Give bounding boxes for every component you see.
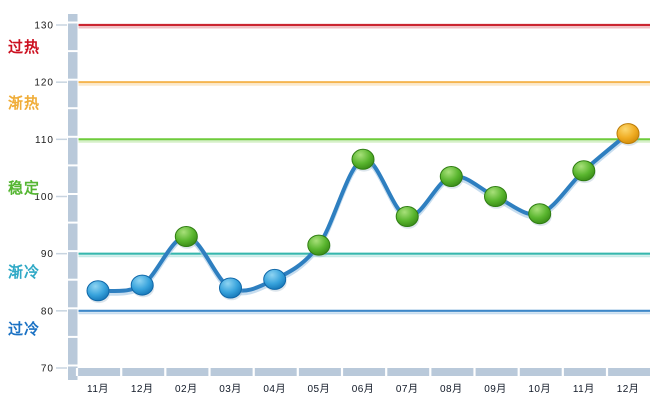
y-axis-tick-label: 70: [41, 364, 54, 375]
y-axis-segment-gap: [68, 21, 78, 24]
data-point[interactable]: [130, 274, 154, 296]
x-axis-segment-gap: [296, 368, 299, 376]
x-axis-segment-gap: [561, 368, 564, 376]
x-axis-segment-gap: [120, 368, 123, 376]
y-axis-segment-gap: [68, 307, 78, 310]
y-axis-tick-label: 130: [34, 21, 54, 32]
zone-label-overcooled: 过冷: [8, 320, 41, 338]
y-axis-tick-label: 80: [41, 306, 54, 317]
x-axis-month-label: 12月: [131, 383, 154, 395]
x-axis-month-label: 08月: [440, 383, 463, 395]
x-axis-month-label: 11月: [573, 383, 595, 395]
x-axis-segment-gap: [385, 368, 388, 376]
data-point[interactable]: [572, 160, 596, 182]
zone-label-stable: 稳定: [8, 180, 41, 198]
y-axis-segment-gap: [68, 250, 78, 253]
data-point[interactable]: [351, 148, 375, 170]
x-axis-month-label: 12月: [617, 383, 640, 395]
zone-label-cooling: 渐冷: [8, 263, 41, 281]
zone-label-overheated: 过热: [8, 39, 41, 56]
y-axis-tick-label: 100: [34, 192, 54, 203]
x-axis-segment-gap: [164, 368, 167, 376]
y-axis-tick-label: 110: [35, 135, 54, 146]
data-point[interactable]: [263, 268, 287, 290]
data-point[interactable]: [219, 277, 242, 299]
data-point[interactable]: [307, 234, 331, 256]
x-axis-segment-gap: [473, 368, 476, 376]
data-point[interactable]: [616, 123, 640, 145]
x-axis-segment-gap: [517, 368, 520, 376]
data-point[interactable]: [484, 186, 507, 207]
x-axis-month-label: 05月: [307, 383, 330, 395]
y-axis-tick-label: 90: [41, 249, 54, 260]
data-point[interactable]: [174, 226, 198, 247]
y-axis-tick-label: 120: [34, 78, 54, 89]
x-axis-segment-gap: [340, 368, 344, 376]
y-axis-segment-gap: [68, 135, 78, 138]
x-axis-month-label: 11月: [87, 383, 109, 395]
x-axis-month-label: 06月: [352, 383, 375, 395]
x-axis-segment-gap: [208, 368, 211, 376]
y-axis-segment-gap: [68, 221, 78, 224]
x-axis-segment-gap: [252, 368, 255, 376]
x-axis-month-label: 07月: [396, 383, 419, 395]
y-axis-segment-gap: [68, 335, 78, 338]
x-axis-segment-gap: [429, 368, 432, 376]
y-axis-segment-gap: [68, 50, 78, 53]
x-axis-month-label: 09月: [484, 383, 507, 395]
x-axis-month-label: 02月: [175, 383, 198, 395]
zone-label-warming: 渐热: [8, 95, 41, 113]
x-axis-month-label: 04月: [263, 383, 286, 395]
x-axis-segment-gap: [75, 368, 79, 376]
x-axis-bar: [68, 368, 650, 376]
y-axis-segment-gap: [68, 164, 78, 167]
y-axis-segment-gap: [68, 364, 78, 367]
x-axis-segment-gap: [605, 368, 609, 376]
x-axis-month-label: 10月: [528, 383, 551, 395]
y-axis-segment-gap: [68, 78, 78, 81]
data-point[interactable]: [395, 206, 419, 227]
data-point[interactable]: [439, 166, 463, 187]
y-axis-bar: [68, 14, 78, 380]
y-axis-segment-gap: [68, 278, 78, 281]
x-axis-month-label: 03月: [219, 383, 242, 395]
y-axis-segment-gap: [68, 107, 78, 110]
y-axis-segment-gap: [68, 193, 78, 195]
data-point[interactable]: [528, 203, 552, 225]
data-point[interactable]: [86, 280, 110, 302]
